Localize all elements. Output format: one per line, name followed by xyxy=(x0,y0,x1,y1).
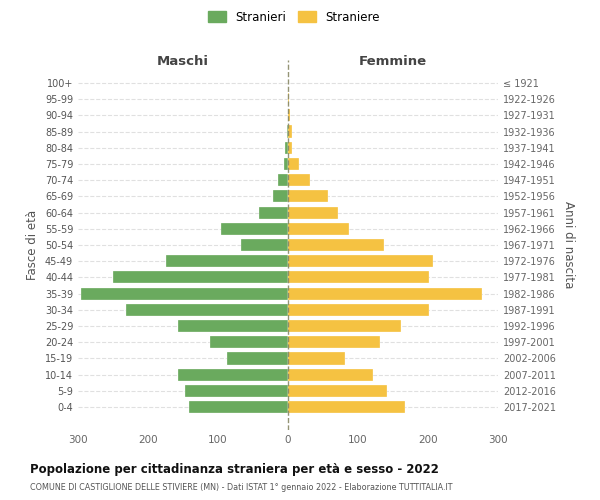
Bar xyxy=(288,239,384,251)
Legend: Stranieri, Straniere: Stranieri, Straniere xyxy=(203,6,385,28)
Bar xyxy=(178,320,288,332)
Bar xyxy=(82,288,288,300)
Bar xyxy=(288,320,401,332)
Y-axis label: Fasce di età: Fasce di età xyxy=(26,210,39,280)
Bar xyxy=(288,272,430,283)
Bar xyxy=(288,401,405,413)
Bar xyxy=(113,272,288,283)
Bar xyxy=(288,352,346,364)
Bar xyxy=(288,336,380,348)
Bar xyxy=(278,174,288,186)
Bar xyxy=(125,304,288,316)
Bar xyxy=(178,368,288,381)
Bar xyxy=(285,142,288,154)
Bar xyxy=(288,385,388,397)
Bar xyxy=(188,401,288,413)
Bar xyxy=(209,336,288,348)
Bar xyxy=(288,158,299,170)
Bar xyxy=(288,142,292,154)
Bar xyxy=(259,206,288,218)
Bar xyxy=(287,126,288,138)
Bar xyxy=(288,126,292,138)
Text: Popolazione per cittadinanza straniera per età e sesso - 2022: Popolazione per cittadinanza straniera p… xyxy=(30,462,439,475)
Bar xyxy=(227,352,288,364)
Bar xyxy=(185,385,288,397)
Bar xyxy=(221,222,288,235)
Bar xyxy=(284,158,288,170)
Bar xyxy=(288,288,482,300)
Bar xyxy=(288,174,310,186)
Bar xyxy=(241,239,288,251)
Text: Femmine: Femmine xyxy=(359,56,427,68)
Bar xyxy=(166,255,288,268)
Text: COMUNE DI CASTIGLIONE DELLE STIVIERE (MN) - Dati ISTAT 1° gennaio 2022 - Elabora: COMUNE DI CASTIGLIONE DELLE STIVIERE (MN… xyxy=(30,482,452,492)
Y-axis label: Anni di nascita: Anni di nascita xyxy=(562,202,575,288)
Bar xyxy=(272,190,288,202)
Text: Maschi: Maschi xyxy=(157,56,209,68)
Bar xyxy=(288,368,373,381)
Bar xyxy=(288,109,290,122)
Bar xyxy=(288,206,338,218)
Bar xyxy=(288,93,289,105)
Bar xyxy=(288,190,328,202)
Bar xyxy=(288,255,433,268)
Bar xyxy=(288,222,349,235)
Bar xyxy=(288,304,430,316)
